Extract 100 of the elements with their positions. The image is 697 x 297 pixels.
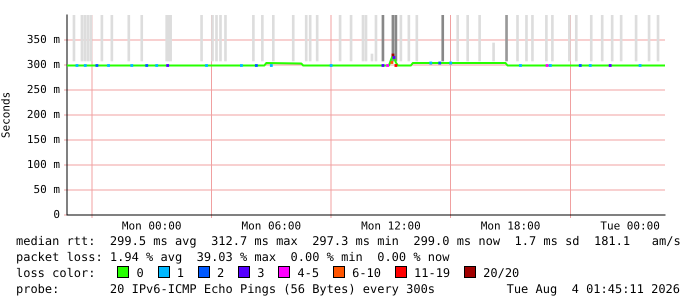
bar bbox=[416, 15, 418, 62]
legend-title: loss color: bbox=[16, 266, 96, 280]
bar bbox=[600, 15, 604, 62]
y-tick-label: 300 m bbox=[26, 58, 60, 71]
bar bbox=[516, 15, 519, 62]
point bbox=[76, 64, 78, 67]
bar bbox=[110, 15, 114, 62]
bar bbox=[304, 15, 308, 62]
legend-label: 3 bbox=[257, 266, 264, 280]
point bbox=[166, 64, 170, 67]
bar bbox=[338, 15, 342, 62]
y-tick-label: 0 bbox=[53, 208, 60, 221]
legend-label: 4-5 bbox=[297, 266, 320, 280]
point bbox=[519, 64, 522, 67]
bar bbox=[350, 15, 352, 62]
point bbox=[390, 61, 394, 64]
y-tick-label: 150 m bbox=[26, 132, 60, 146]
bar bbox=[610, 15, 614, 62]
bar bbox=[316, 15, 318, 62]
bar bbox=[211, 15, 214, 62]
bar bbox=[382, 15, 384, 62]
bar bbox=[648, 15, 650, 62]
legend-label: 11-19 bbox=[414, 266, 450, 280]
bar bbox=[272, 15, 275, 62]
bar bbox=[441, 15, 444, 62]
y-tick-label: 50 m bbox=[34, 182, 60, 196]
bar bbox=[224, 15, 227, 62]
point bbox=[588, 64, 592, 67]
bar bbox=[362, 15, 364, 62]
bar bbox=[590, 15, 593, 62]
point bbox=[392, 56, 396, 59]
text: packet loss: 1.94 % avg 39.03 % max 0.00 % min 0.00 % now bbox=[16, 250, 450, 266]
bar bbox=[456, 15, 460, 62]
bar bbox=[215, 15, 218, 62]
point bbox=[155, 64, 158, 67]
text: median rtt: 299.5 ms avg 312.7 ms max 297.3 ms min 299.0 ms now 1.7 ms sd 181.1 am/s bbox=[16, 234, 681, 250]
bar bbox=[551, 15, 554, 62]
bar bbox=[634, 15, 638, 62]
legend-label: 0 bbox=[136, 266, 144, 280]
point bbox=[382, 64, 384, 67]
point bbox=[548, 64, 552, 67]
point bbox=[391, 54, 394, 56]
bar bbox=[261, 15, 264, 62]
point bbox=[449, 62, 452, 64]
text: probe: 20 IPv6-ICMP Echo Pings (56 Bytes) every 300s bbox=[16, 282, 436, 297]
x-tick-label: Mon 12:00 bbox=[361, 219, 421, 232]
point bbox=[205, 64, 208, 67]
y-tick-label: 200 m bbox=[26, 108, 60, 121]
point bbox=[84, 64, 87, 67]
bar bbox=[140, 15, 144, 62]
x-tick-label: Mon 06:00 bbox=[242, 219, 302, 232]
bar bbox=[80, 15, 84, 62]
point bbox=[394, 64, 398, 67]
point bbox=[546, 64, 548, 67]
bar bbox=[100, 15, 104, 62]
point bbox=[429, 62, 432, 64]
point bbox=[638, 64, 642, 67]
text: Tue Aug 4 01:45:11 2026 bbox=[506, 282, 680, 297]
bar bbox=[574, 15, 578, 62]
y-tick-label: 100 m bbox=[26, 158, 60, 171]
bar bbox=[531, 15, 534, 62]
point bbox=[608, 64, 612, 67]
point bbox=[270, 64, 273, 67]
bar bbox=[292, 15, 295, 62]
bar bbox=[90, 15, 92, 62]
point bbox=[240, 64, 243, 67]
bar bbox=[308, 15, 312, 62]
point bbox=[578, 64, 582, 67]
legend-label: 6-10 bbox=[352, 266, 382, 280]
bar bbox=[408, 15, 410, 62]
bar bbox=[492, 42, 495, 62]
point bbox=[330, 64, 333, 67]
x-tick-label: Mon 18:00 bbox=[480, 219, 540, 232]
y-tick-label: 350 m bbox=[26, 32, 60, 46]
point bbox=[130, 64, 134, 67]
point bbox=[145, 64, 148, 67]
bar bbox=[72, 15, 76, 62]
bar bbox=[364, 15, 368, 62]
bar bbox=[400, 15, 402, 62]
bar bbox=[374, 15, 378, 62]
bar bbox=[252, 15, 255, 62]
point bbox=[95, 64, 98, 67]
legend-label: 2 bbox=[216, 266, 224, 280]
bar bbox=[219, 15, 222, 62]
bar bbox=[505, 15, 508, 62]
bar bbox=[620, 15, 622, 62]
bar bbox=[200, 15, 203, 62]
bar bbox=[545, 15, 548, 62]
point bbox=[254, 64, 258, 67]
x-tick-label: Mon 00:00 bbox=[122, 219, 182, 232]
y-tick-label: 250 m bbox=[26, 82, 60, 96]
bar bbox=[525, 15, 528, 62]
bar bbox=[466, 15, 469, 62]
point bbox=[386, 64, 390, 67]
bar bbox=[127, 15, 130, 62]
x-tick-label: Tue 00:00 bbox=[600, 219, 660, 232]
point bbox=[107, 64, 110, 67]
legend-label: 20/20 bbox=[483, 266, 520, 280]
bar bbox=[656, 15, 660, 62]
point bbox=[438, 62, 442, 64]
